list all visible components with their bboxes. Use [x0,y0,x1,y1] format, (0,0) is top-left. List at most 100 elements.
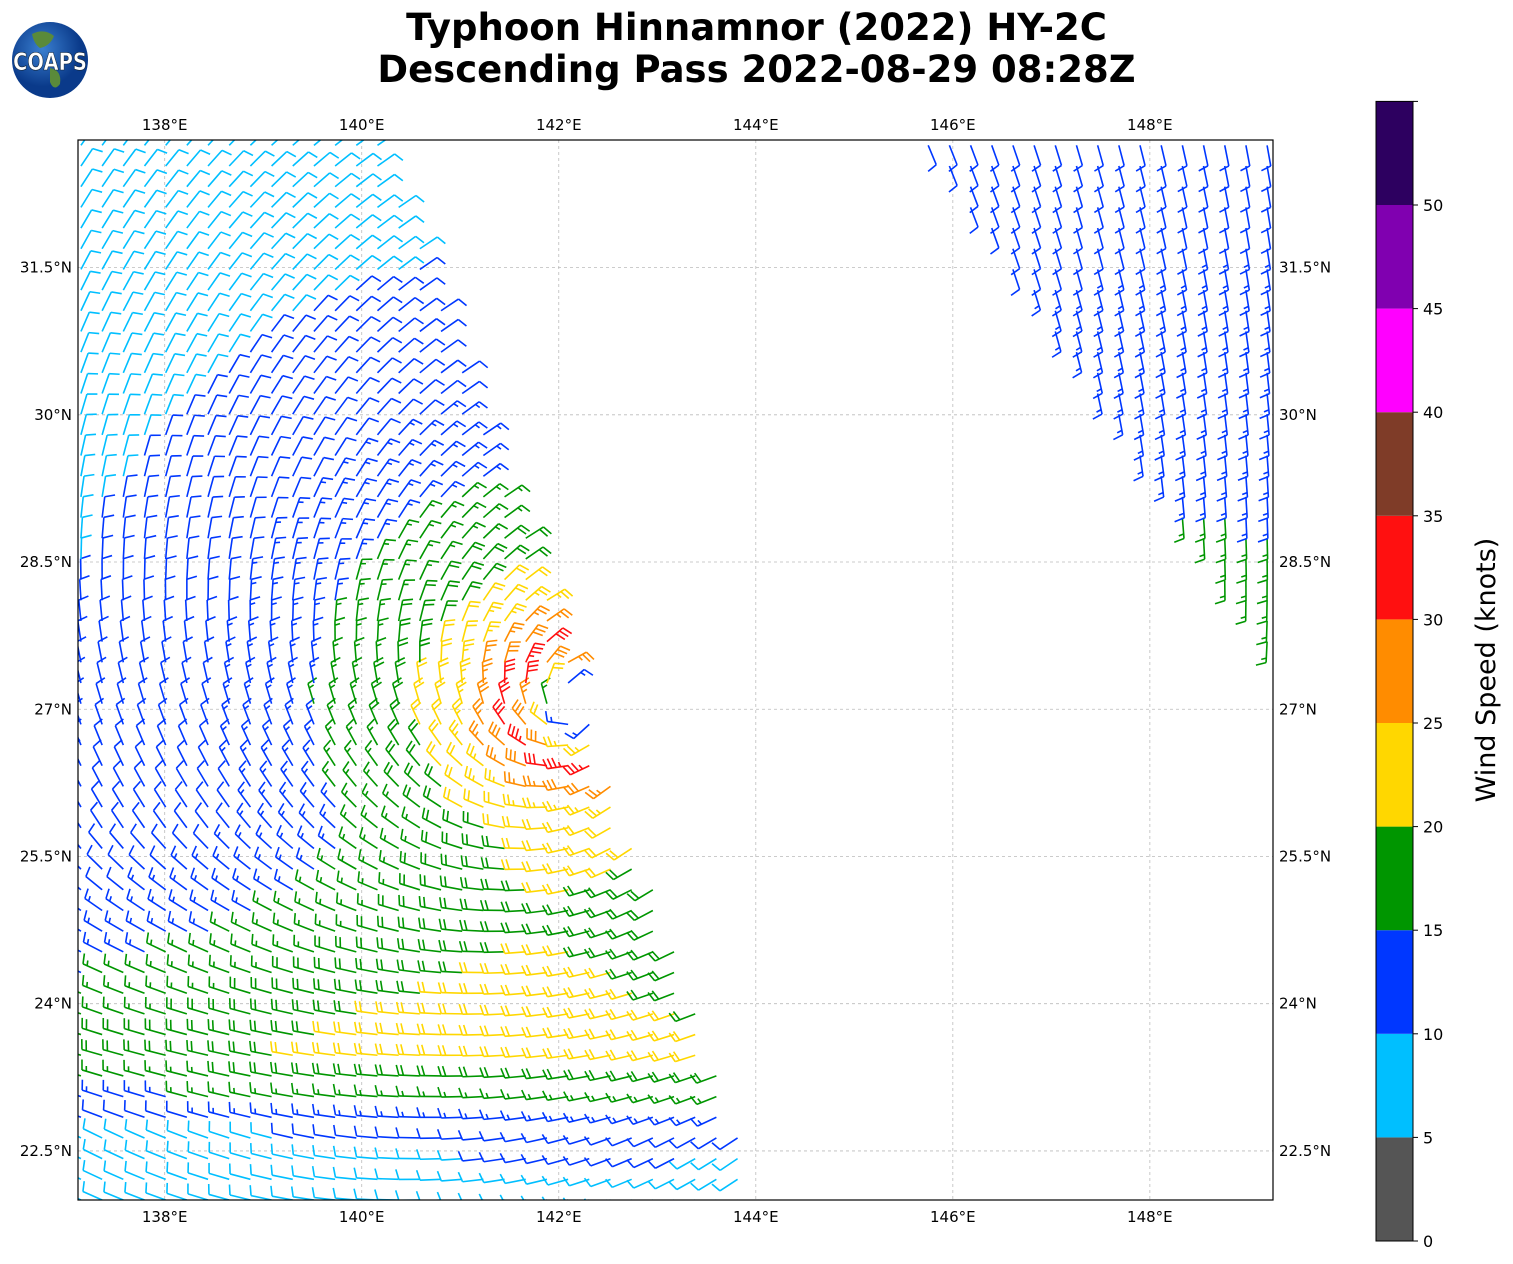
barb-staff [1245,455,1249,477]
wind-barb [1218,289,1230,317]
barb-staff [103,1006,124,1015]
barb-staff [419,580,428,601]
barb-full [412,438,423,445]
barb-full [1176,309,1187,317]
barb-full [668,1140,678,1149]
wind-barb [148,867,167,891]
barb-staff [351,662,358,684]
barb-full [387,743,396,754]
wind-barb [355,356,381,374]
barb-full [647,991,656,1002]
wind-barb [249,313,273,332]
barb-staff [292,192,309,208]
wind-barb [292,273,317,291]
wind-barb [313,192,339,208]
barb-full [166,1161,169,1173]
wind-barb [213,824,230,850]
wind-barb [89,801,103,829]
barb-full [462,1045,468,1056]
barb-staff [410,704,421,725]
wind-barb [416,1128,442,1140]
barb-half [1096,367,1102,372]
barb-full [539,528,549,537]
barb-staff [270,293,286,312]
wind-barb [334,295,360,312]
barb-full [365,498,377,502]
wind-barb [405,740,421,767]
barb-half [427,543,434,547]
barb-full [374,1043,379,1054]
barb-full [471,565,482,570]
barb-full [131,352,142,356]
wind-barb [419,439,445,457]
barb-half [171,939,174,946]
barb-full [350,254,360,261]
wind-barb [479,942,505,954]
barb-full [454,480,466,487]
wind-barb [230,911,251,932]
barb-half [494,526,501,531]
barb-staff [441,841,463,850]
barb-full [327,335,338,341]
barb-staff [590,889,611,899]
barb-full [453,520,464,526]
wind-barb [249,211,275,229]
barb-staff [167,920,188,932]
barb-staff [1245,310,1250,332]
wind-barb [276,824,294,850]
wind-barb [402,784,421,808]
barb-full [562,866,571,877]
barb-full [415,1170,421,1181]
wind-barb [605,889,633,900]
barb-full [127,866,133,878]
barb-full [400,828,404,840]
barb-staff [1139,207,1146,228]
barb-staff [143,579,146,601]
wind-barb [503,771,526,788]
wind-barb [488,721,506,746]
barb-staff [546,588,566,601]
wind-barb [562,966,590,978]
wind-barb [440,637,453,663]
wind-barb [216,781,230,808]
wind-barb [500,859,526,871]
barb-full [291,1020,295,1031]
barb-full [521,504,531,513]
wind-barb [207,535,222,560]
barb-full [249,1164,252,1175]
wind-barb [229,1142,251,1160]
barb-full [207,1040,210,1051]
wind-barb [374,1022,399,1036]
wind-barb [164,555,177,580]
barb-half [595,809,601,815]
barb-full [189,889,194,900]
wind-barb [334,213,361,229]
wind-barb [563,1048,590,1060]
wind-barb [349,677,360,704]
barb-full [353,1084,358,1095]
wind-barb [292,456,313,477]
barb-full [562,886,570,897]
barb-half [472,525,479,529]
barb-full [501,815,506,827]
wind-barb [418,895,442,912]
barb-half [493,754,497,760]
wind-barb [1154,414,1166,441]
wind-barb [397,916,421,932]
wind-barb [1114,310,1125,338]
wind-barb [250,977,272,994]
wind-barb [1239,207,1251,234]
wind-barb [374,1043,399,1057]
wind-barb [122,514,136,539]
wind-barb [229,955,251,974]
barb-staff [292,477,302,498]
barb-staff [1223,414,1228,436]
wind-barb [115,697,126,725]
barb-half [1201,326,1207,331]
barb-full [207,1081,210,1092]
barb-staff [461,441,479,457]
barb-full [605,1071,612,1082]
barb-half [236,853,241,860]
barb-staff [483,1033,505,1037]
